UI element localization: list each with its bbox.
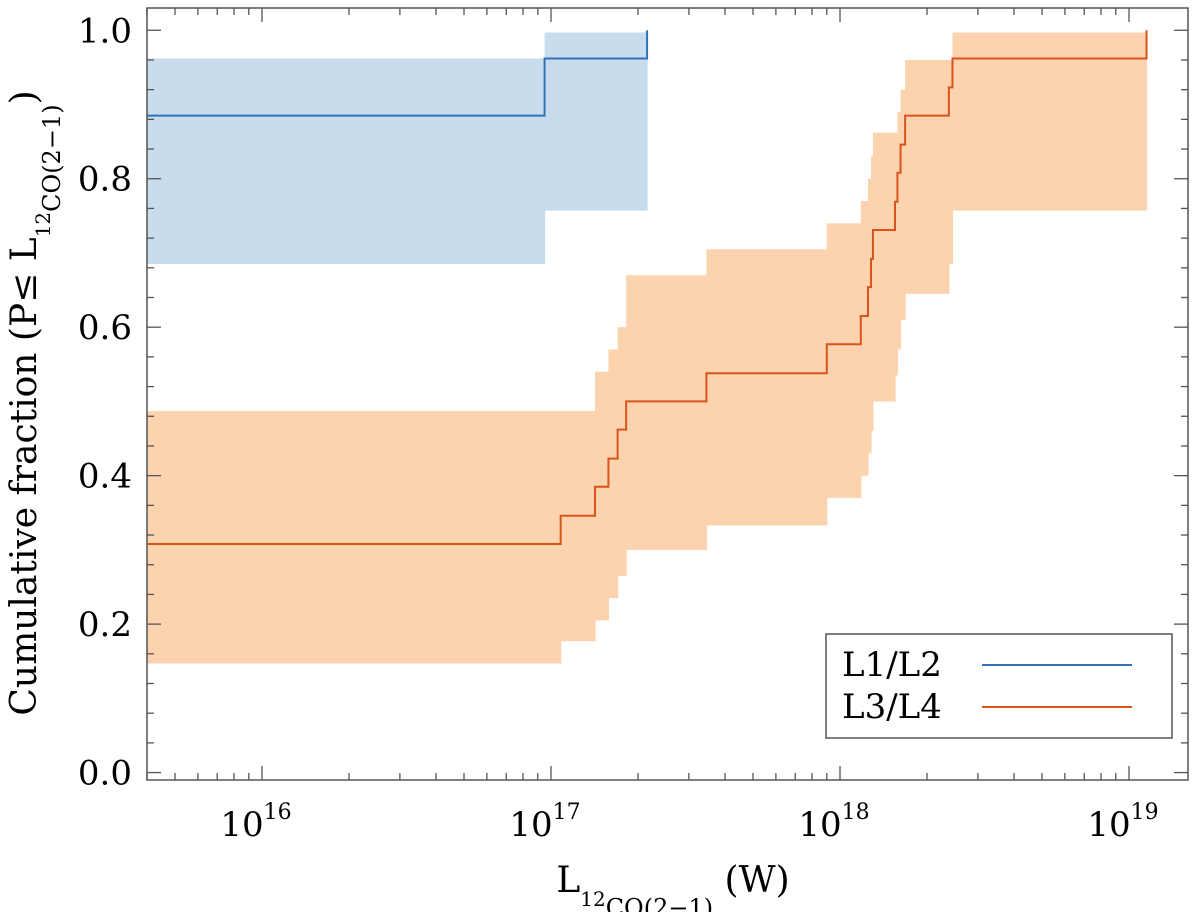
y-tick-label: 1.0 bbox=[78, 11, 132, 51]
band-segment-1-11 bbox=[872, 132, 896, 402]
legend-label-l3l4: L3/L4 bbox=[842, 687, 942, 727]
x-axis-label: L12CO(2−1) (W) bbox=[556, 860, 789, 912]
y-tick-label: 0.4 bbox=[78, 457, 132, 497]
band-segment-1-10 bbox=[870, 156, 874, 432]
y-axis-label-close: ) bbox=[4, 90, 45, 104]
band-segment-0-0 bbox=[147, 58, 546, 265]
x-axis-label-sup: 12 bbox=[580, 887, 605, 911]
band-segment-1-16 bbox=[948, 59, 954, 265]
y-tick-label: 0.2 bbox=[78, 605, 132, 645]
band-segment-1-8 bbox=[860, 201, 869, 476]
band-segment-1-14 bbox=[900, 89, 906, 320]
y-axis-label: Cumulative fraction (P≤ L12CO(2−1)) bbox=[4, 90, 66, 715]
x-tick-label: 1018 bbox=[798, 800, 869, 845]
band-segment-1-15 bbox=[905, 59, 950, 294]
band-segment-1-4 bbox=[617, 327, 627, 576]
legend: L1/L2 L3/L4 bbox=[825, 633, 1173, 739]
cdf-step-lines bbox=[147, 30, 1148, 545]
band-segment-1-3 bbox=[608, 349, 619, 599]
band-segment-1-1 bbox=[560, 411, 596, 642]
y-tick-label: 0.0 bbox=[78, 754, 132, 794]
x-tick-label: 1016 bbox=[220, 800, 291, 845]
band-segment-1-7 bbox=[826, 223, 862, 498]
x-axis-label-unit: (W) bbox=[713, 860, 790, 901]
band-segment-1-0 bbox=[147, 411, 562, 664]
band-segment-1-17 bbox=[952, 32, 1148, 211]
x-axis-label-sub: CO(2−1) bbox=[606, 894, 713, 912]
x-axis-label-main: L bbox=[556, 860, 580, 901]
band-segment-1-6 bbox=[706, 249, 828, 526]
cdf-line-l3-l4 bbox=[147, 30, 1148, 545]
legend-box bbox=[825, 633, 1173, 739]
x-tick-label: 1019 bbox=[1087, 800, 1158, 845]
band-segment-0-1 bbox=[544, 32, 648, 211]
confidence-bands bbox=[147, 32, 1148, 664]
band-segment-1-5 bbox=[626, 275, 708, 550]
band-segment-1-13 bbox=[897, 111, 902, 350]
y-tick-label: 0.6 bbox=[78, 308, 132, 348]
y-axis-label-sub: CO(2−1) bbox=[38, 104, 66, 211]
y-tick-label: 0.8 bbox=[78, 160, 132, 200]
plot-frame bbox=[146, 7, 1189, 781]
legend-label-l1l2: L1/L2 bbox=[842, 645, 942, 685]
band-segment-1-12 bbox=[895, 132, 899, 376]
y-axis-label-main: Cumulative fraction (P≤ L bbox=[4, 237, 45, 715]
x-tick-label: 1017 bbox=[509, 800, 580, 845]
band-segment-1-9 bbox=[868, 178, 872, 454]
band-segment-1-2 bbox=[595, 371, 610, 621]
x-axis-ticks: 1016 1017 1018 1019 bbox=[146, 8, 1159, 845]
y-axis-ticks: 0.0 0.2 0.4 0.6 0.8 1.0 bbox=[78, 11, 1188, 794]
cdf-line-l1-l2 bbox=[147, 30, 649, 117]
y-axis-label-sup: 12 bbox=[31, 212, 55, 237]
